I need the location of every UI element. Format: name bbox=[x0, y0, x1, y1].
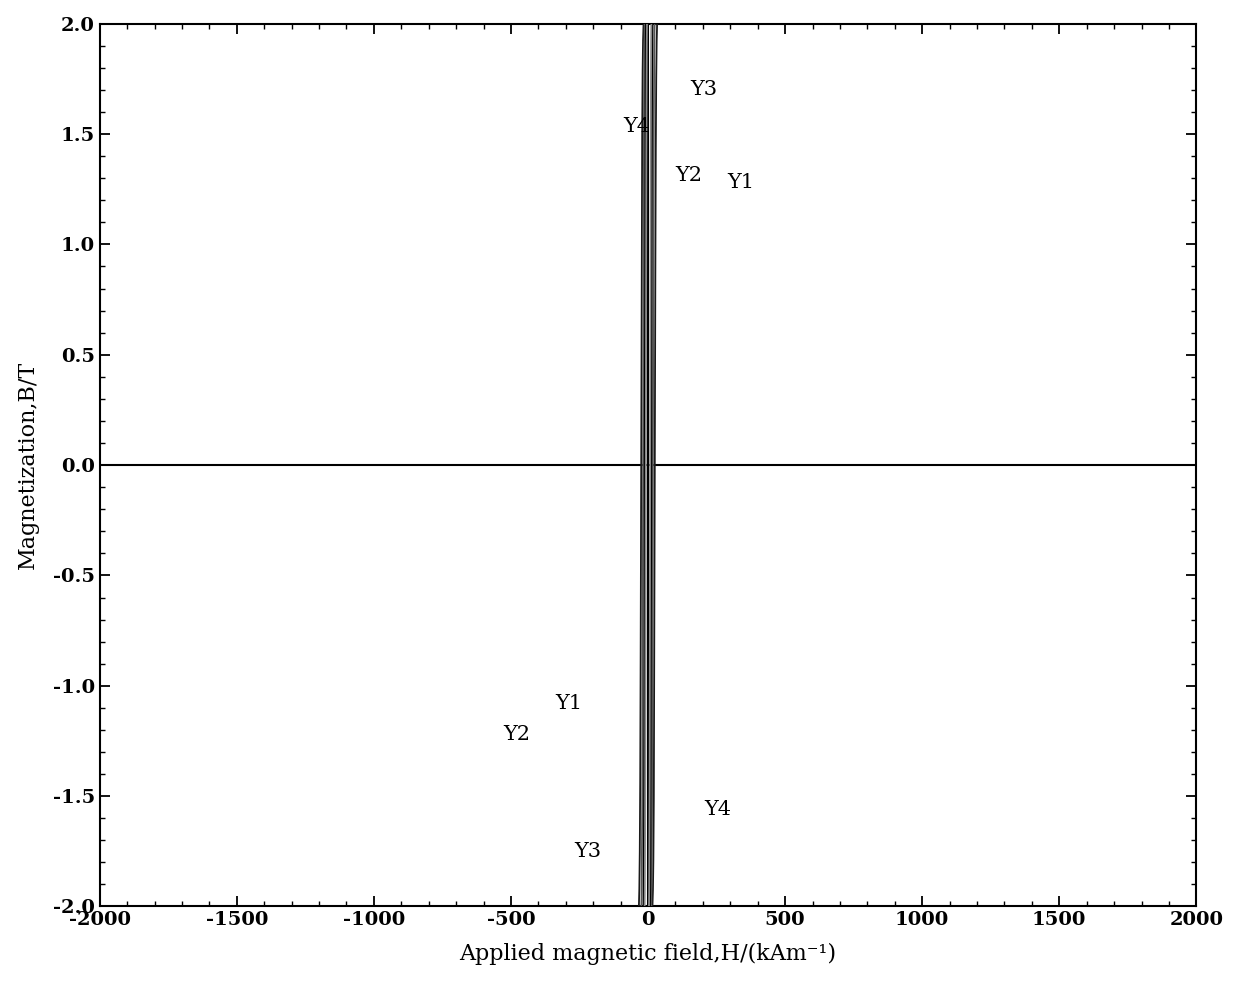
Text: Y3: Y3 bbox=[691, 81, 718, 99]
Text: Y4: Y4 bbox=[624, 117, 651, 136]
Text: Y2: Y2 bbox=[503, 725, 529, 743]
Text: Y4: Y4 bbox=[704, 800, 732, 819]
Text: Y3: Y3 bbox=[574, 842, 601, 861]
Y-axis label: Magnetization,B/T: Magnetization,B/T bbox=[16, 361, 38, 570]
Text: Y1: Y1 bbox=[556, 694, 582, 713]
X-axis label: Applied magnetic field,H/(kAm⁻¹): Applied magnetic field,H/(kAm⁻¹) bbox=[460, 944, 837, 965]
Text: Y2: Y2 bbox=[676, 167, 703, 186]
Text: Y1: Y1 bbox=[728, 173, 755, 192]
